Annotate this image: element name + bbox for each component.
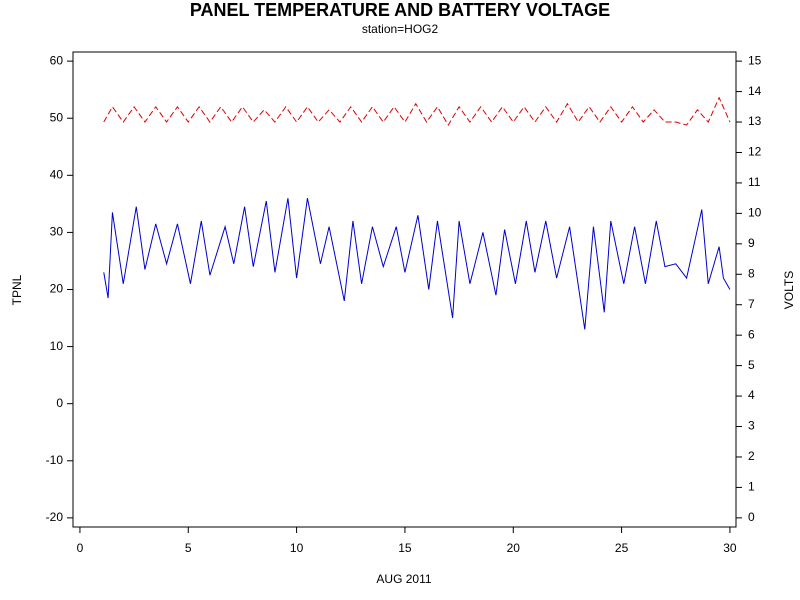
data-line bbox=[103, 96, 731, 127]
y-tick-label: 60 bbox=[50, 53, 64, 67]
x-axis-label: AUG 2011 bbox=[376, 572, 431, 586]
y2-tick-label: 0 bbox=[748, 510, 755, 524]
y2-tick-label: 12 bbox=[748, 145, 762, 159]
y2-tick-label: 9 bbox=[748, 236, 755, 250]
y-tick-label: 50 bbox=[50, 110, 64, 124]
x-tick-label: 0 bbox=[77, 541, 84, 555]
x-tick-label: 10 bbox=[290, 541, 304, 555]
chart-title: PANEL TEMPERATURE AND BATTERY VOLTAGE bbox=[190, 0, 610, 20]
y2-tick-label: 10 bbox=[748, 206, 762, 220]
y2-axis-label: VOLTS bbox=[782, 271, 796, 309]
y-tick-label: -10 bbox=[46, 453, 64, 467]
y2-tick-label: 7 bbox=[748, 297, 755, 311]
y2-tick-label: 8 bbox=[748, 266, 755, 280]
y-axis-label: TPNL bbox=[10, 274, 24, 305]
x-tick-label: 30 bbox=[723, 541, 737, 555]
y-tick-label: 30 bbox=[50, 225, 64, 239]
x-tick-label: 25 bbox=[615, 541, 629, 555]
y2-tick-label: 6 bbox=[748, 327, 755, 341]
x-tick-label: 20 bbox=[507, 541, 521, 555]
y2-tick-label: 2 bbox=[748, 449, 755, 463]
y2-tick-label: 14 bbox=[748, 84, 762, 98]
y-tick-label: 10 bbox=[50, 339, 64, 353]
y2-tick-label: 13 bbox=[748, 114, 762, 128]
x-tick-label: 5 bbox=[185, 541, 192, 555]
chart-subtitle: station=HOG2 bbox=[362, 22, 439, 36]
x-tick-label: 15 bbox=[398, 541, 412, 555]
y2-tick-label: 4 bbox=[748, 388, 755, 402]
y2-tick-label: 11 bbox=[748, 175, 761, 189]
plot-frame bbox=[72, 51, 737, 528]
y2-tick-label: 15 bbox=[748, 53, 762, 67]
data-line bbox=[103, 198, 731, 330]
y2-tick-label: 3 bbox=[748, 419, 755, 433]
y-tick-label: -20 bbox=[46, 510, 64, 524]
y2-tick-label: 1 bbox=[748, 480, 755, 494]
y-tick-label: 20 bbox=[50, 282, 64, 296]
y-tick-label: 0 bbox=[56, 396, 63, 410]
y2-tick-label: 5 bbox=[748, 358, 755, 372]
y-tick-label: 40 bbox=[50, 167, 64, 181]
